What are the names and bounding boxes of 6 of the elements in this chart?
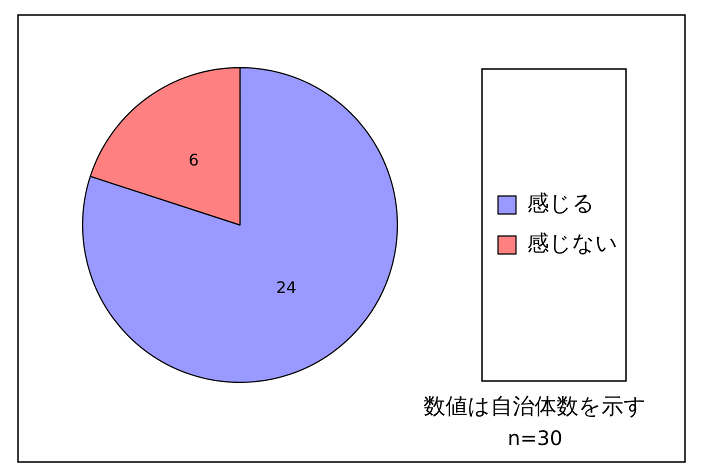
text: n=30 xyxy=(508,426,562,450)
legend-label: 感じない xyxy=(527,232,618,257)
data-label: 6 xyxy=(188,150,199,170)
legend-label: 感じる xyxy=(527,192,595,217)
text: 数値は自治体数を示す xyxy=(424,394,646,420)
data-label: 24 xyxy=(276,278,296,297)
